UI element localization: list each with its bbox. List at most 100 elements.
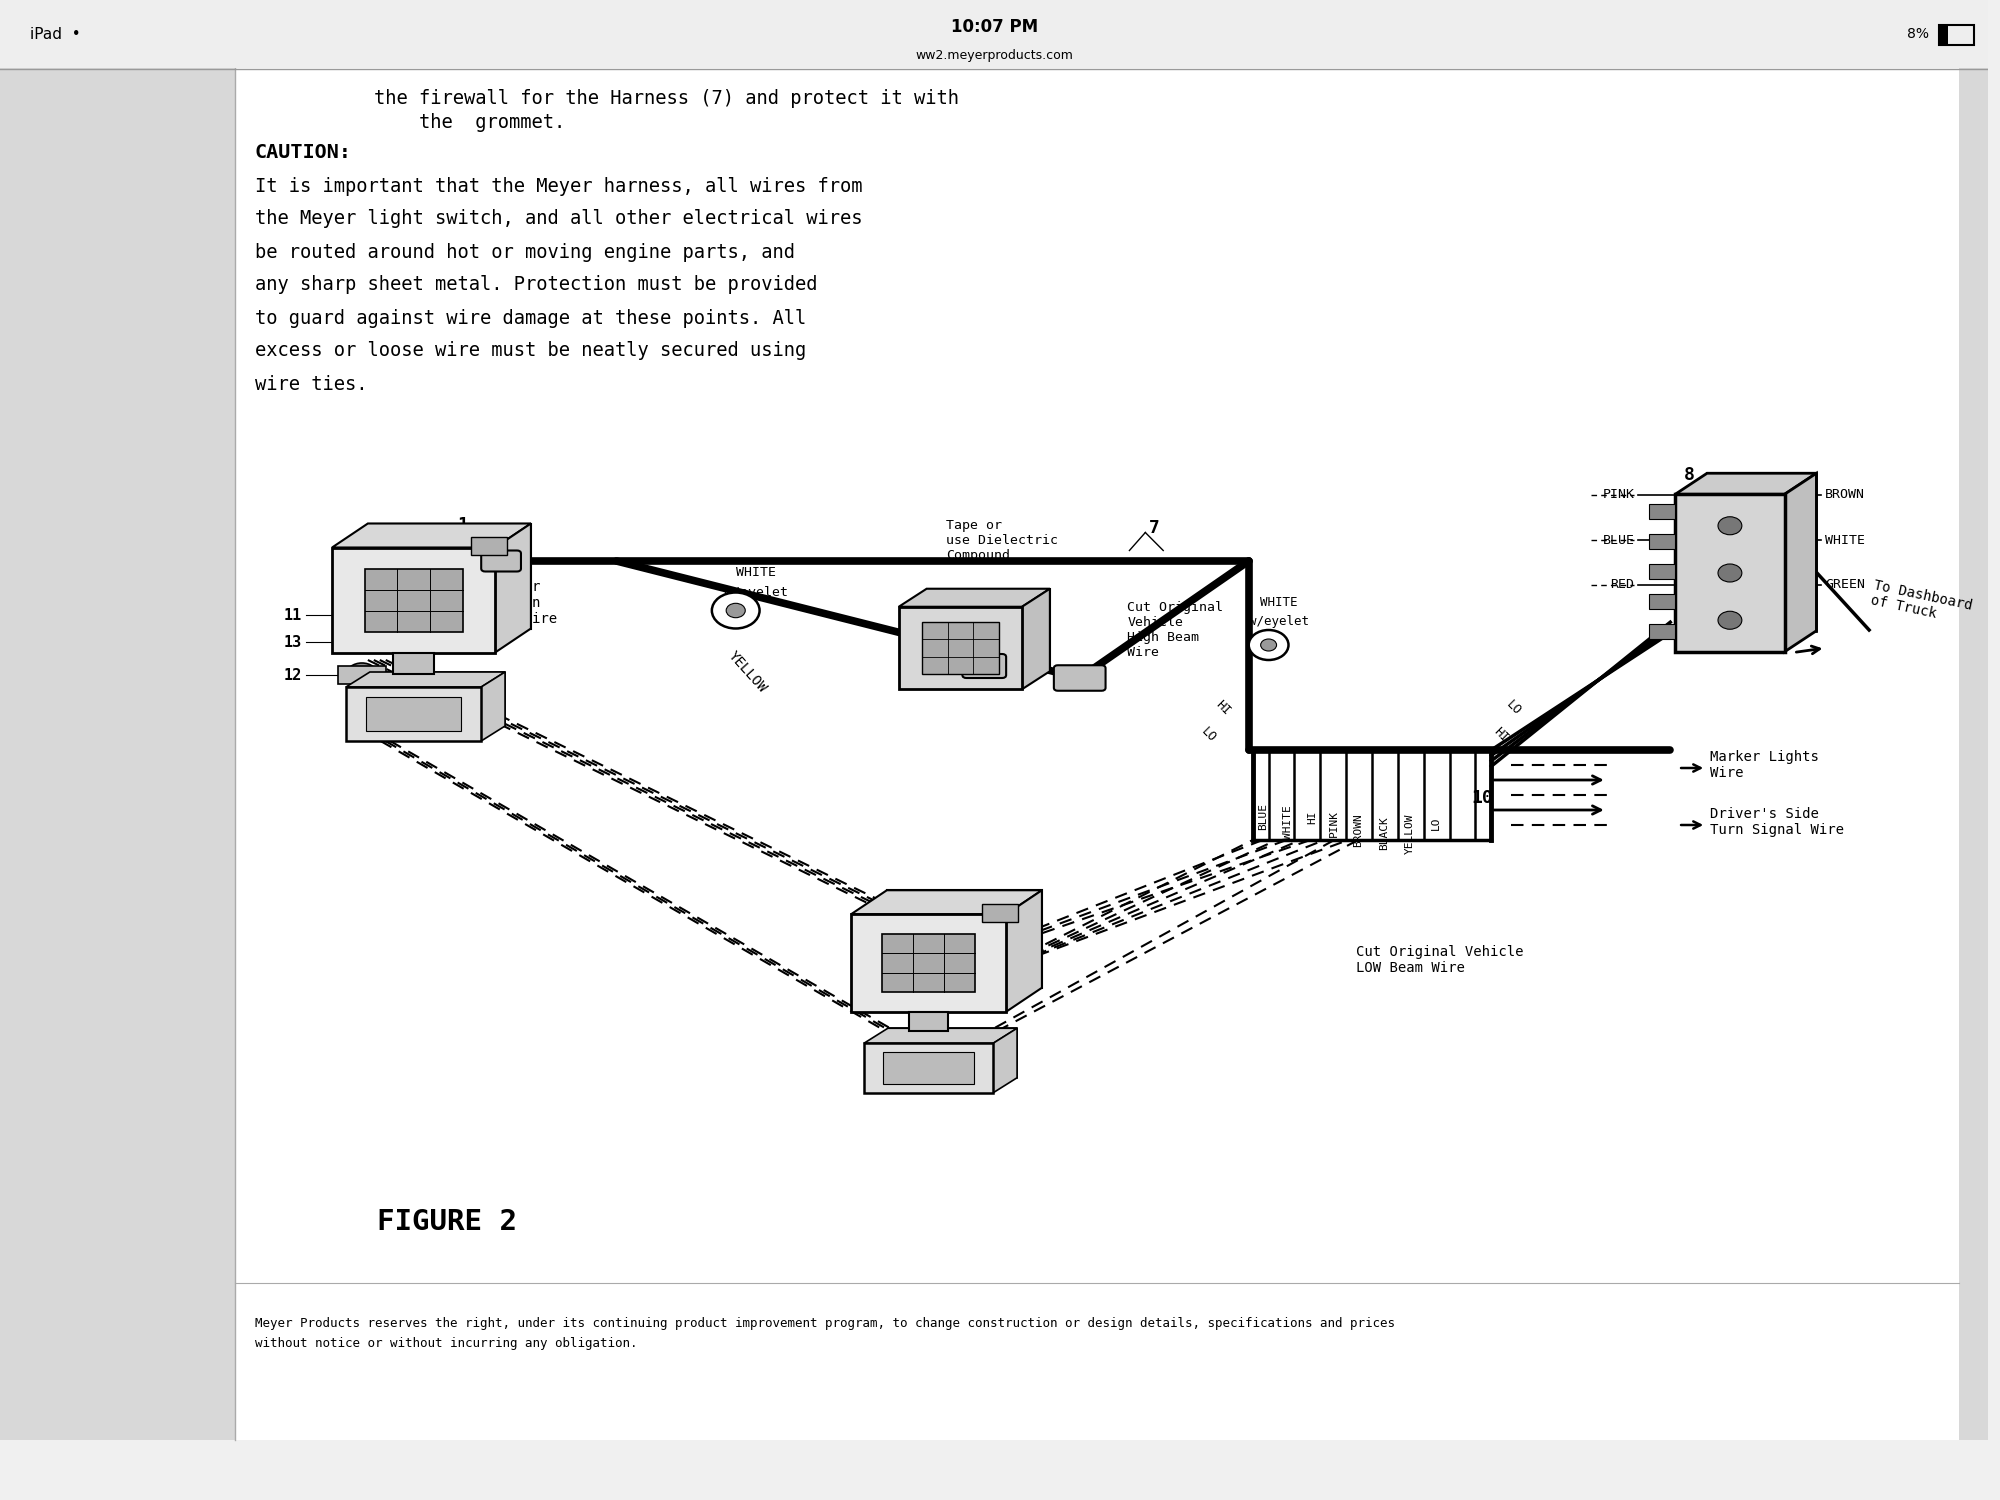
Bar (394, 652, 434, 674)
Polygon shape (886, 891, 1042, 989)
Text: BLUE: BLUE (1602, 534, 1634, 546)
Bar (864, 1044, 994, 1092)
Circle shape (1718, 564, 1742, 582)
Bar (364, 568, 462, 632)
Bar (922, 622, 998, 674)
Bar (910, 1011, 948, 1032)
Text: Tape or
use Dielectric
Compound: Tape or use Dielectric Compound (946, 519, 1058, 561)
Text: PINK: PINK (1330, 810, 1340, 837)
Text: WHITE: WHITE (736, 567, 776, 579)
Text: without notice or without incurring any obligation.: without notice or without incurring any … (254, 1338, 638, 1350)
Bar (882, 933, 976, 993)
Polygon shape (1708, 474, 1816, 630)
Text: PINK: PINK (1602, 489, 1634, 501)
Bar (0, 0, 1988, 68)
Bar (1676, 495, 1784, 651)
Polygon shape (368, 524, 530, 628)
Text: excess or loose wire must be neatly secured using: excess or loose wire must be neatly secu… (254, 342, 806, 360)
Bar (982, 903, 1018, 921)
Bar (898, 606, 1022, 690)
Text: Cut Original
Vehicle
High Beam
Wire: Cut Original Vehicle High Beam Wire (1128, 602, 1224, 658)
Bar (332, 548, 496, 652)
Circle shape (1248, 630, 1288, 660)
Text: RED: RED (1610, 579, 1634, 591)
Polygon shape (332, 524, 530, 548)
Text: WHITE: WHITE (1826, 534, 1866, 546)
Circle shape (712, 592, 760, 628)
Text: WHITE: WHITE (1284, 806, 1294, 840)
Polygon shape (1022, 590, 1050, 690)
Text: 1: 1 (458, 516, 468, 534)
Bar (1650, 624, 1676, 639)
Text: It is important that the Meyer harness, all wires from: It is important that the Meyer harness, … (254, 177, 862, 195)
Bar (472, 537, 508, 555)
Text: 6: 6 (910, 602, 922, 619)
Text: To Dashboard
of Truck: To Dashboard of Truck (1870, 578, 1974, 628)
Text: the  grommet.: the grommet. (374, 114, 566, 132)
Text: BROWN: BROWN (1826, 489, 1866, 501)
Bar (346, 687, 482, 741)
Circle shape (350, 606, 374, 624)
Text: the Meyer light switch, and all other electrical wires: the Meyer light switch, and all other el… (254, 210, 862, 228)
Text: YELLOW: YELLOW (726, 648, 770, 696)
Polygon shape (496, 524, 530, 652)
Bar (1650, 564, 1676, 579)
Text: HI: HI (1308, 810, 1318, 824)
Text: BLUE: BLUE (1258, 802, 1268, 830)
Text: LO: LO (1430, 816, 1440, 830)
Text: ww2.meyerproducts.com: ww2.meyerproducts.com (916, 50, 1074, 62)
Text: 12: 12 (284, 668, 302, 682)
Text: Driver's Side
Turn Signal Wire: Driver's Side Turn Signal Wire (1710, 807, 1844, 837)
Text: GREEN: GREEN (1826, 579, 1866, 591)
Text: Passenger
Side Turn
Signal Wire: Passenger Side Turn Signal Wire (466, 580, 558, 626)
Circle shape (1718, 516, 1742, 536)
Polygon shape (864, 1029, 1018, 1044)
Text: HI: HI (1492, 724, 1512, 746)
Polygon shape (1676, 474, 1816, 495)
FancyBboxPatch shape (1054, 664, 1106, 690)
Polygon shape (898, 590, 1050, 608)
Polygon shape (888, 1029, 1018, 1077)
Circle shape (336, 596, 388, 634)
Circle shape (1260, 639, 1276, 651)
Text: 10:07 PM: 10:07 PM (950, 18, 1038, 36)
Text: 13: 13 (284, 634, 302, 650)
Bar (338, 666, 386, 684)
Circle shape (344, 627, 352, 633)
Polygon shape (482, 672, 506, 741)
Polygon shape (370, 672, 506, 726)
Polygon shape (994, 1029, 1018, 1092)
Bar (1650, 504, 1676, 519)
Text: 10: 10 (1472, 789, 1494, 807)
Polygon shape (1006, 891, 1042, 1011)
Bar (1650, 534, 1676, 549)
Text: be routed around hot or moving engine parts, and: be routed around hot or moving engine pa… (254, 243, 794, 261)
Circle shape (726, 603, 746, 618)
Text: iPad  •: iPad • (30, 27, 80, 42)
Text: HI: HI (1214, 698, 1232, 718)
Bar (234, 30, 1958, 1440)
Polygon shape (852, 891, 1042, 915)
Text: LO: LO (1504, 698, 1524, 718)
Polygon shape (926, 590, 1050, 672)
FancyBboxPatch shape (482, 550, 520, 572)
Text: BLACK: BLACK (1378, 816, 1388, 849)
Bar (884, 1052, 974, 1084)
Text: 11: 11 (284, 608, 302, 622)
Circle shape (372, 638, 380, 644)
Text: wire ties.: wire ties. (254, 375, 368, 393)
Text: any sharp sheet metal. Protection must be provided: any sharp sheet metal. Protection must b… (254, 276, 818, 294)
Text: the firewall for the Harness (7) and protect it with: the firewall for the Harness (7) and pro… (374, 90, 958, 108)
Text: BROWN: BROWN (1354, 813, 1364, 846)
Text: w/eyelet: w/eyelet (1248, 615, 1308, 627)
Text: Marker Lights
Wire: Marker Lights Wire (1710, 750, 1818, 780)
Bar (1650, 594, 1676, 609)
Text: LO: LO (1200, 724, 1218, 746)
Bar (0, 68, 234, 1440)
Text: FIGURE 2: FIGURE 2 (378, 1209, 518, 1236)
Bar (1940, 27, 1948, 45)
Text: CAUTION:: CAUTION: (254, 144, 352, 162)
Text: Meyer Products reserves the right, under its continuing product improvement prog: Meyer Products reserves the right, under… (254, 1317, 1394, 1329)
Bar (1938, 26, 1974, 45)
Circle shape (344, 638, 352, 644)
